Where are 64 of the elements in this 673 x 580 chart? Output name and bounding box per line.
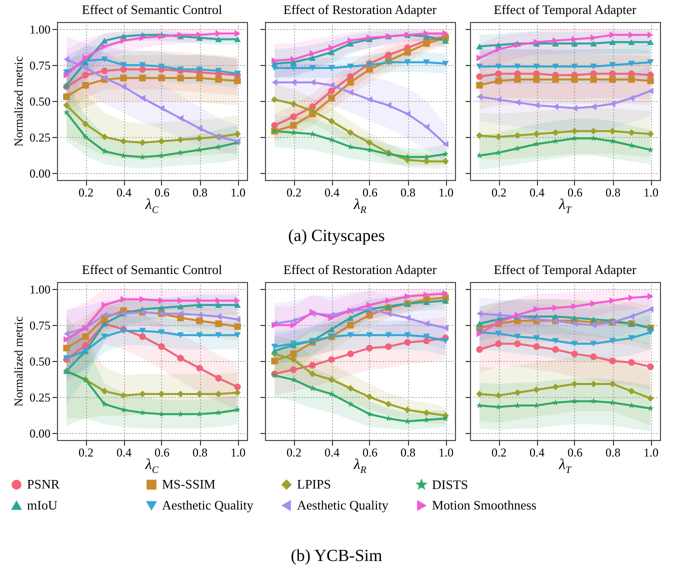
x-axis-title: λ$_{T}$ — [558, 457, 572, 476]
x-tick-label: 1.0 — [644, 446, 658, 460]
legend-label: PSNR — [27, 476, 60, 492]
x-axis-title: λ$_{R}$ — [354, 457, 366, 476]
y-axis-title: Normalized metric — [12, 56, 26, 147]
x-tick-label: 1.0 — [438, 186, 454, 200]
x-tick-label: 0.2 — [286, 186, 302, 200]
y-tick-label: 0.00 — [30, 426, 50, 440]
x-tick-label: 0.4 — [116, 446, 132, 460]
legend-label: mIoU — [27, 498, 58, 512]
x-axis-title: λ$_{T}$ — [558, 197, 572, 216]
text: (a) Cityscapes — [287, 226, 386, 246]
x-tick-label: 0.2 — [78, 446, 94, 460]
x-axis-title: λ$_{C}$ — [145, 457, 159, 476]
x-tick-label: 1.0 — [438, 446, 454, 460]
x-tick-label: 0.4 — [530, 446, 544, 460]
y-tick-label: 0.50 — [30, 94, 50, 108]
text: (b) YCB-Sim — [290, 546, 384, 566]
chart-title: Effect of Restoration Adapter — [283, 262, 438, 277]
legend-label: MS-SSIM — [162, 476, 216, 492]
chart-title: Effect of Temporal Adapter — [494, 262, 637, 277]
x-tick-label: 0.6 — [568, 446, 582, 460]
y-tick-label: 0.50 — [30, 354, 50, 368]
y-tick-label: 0.75 — [30, 318, 50, 333]
legend-label: Aesthetic Quality — [162, 498, 254, 512]
chart-title: Effect of Semantic Control — [82, 262, 222, 277]
x-tick-label: 0.8 — [192, 446, 208, 460]
x-tick-label: 0.6 — [362, 446, 378, 460]
y-tick-label: 0.25 — [30, 390, 50, 404]
x-tick-label: 1.0 — [644, 186, 658, 200]
x-tick-label: 1.0 — [230, 186, 246, 200]
x-axis-title: λ$_{R}$ — [354, 197, 366, 216]
y-tick-label: 1.00 — [30, 22, 50, 37]
y-tick-label: 0.75 — [30, 58, 50, 73]
x-tick-label: 0.6 — [154, 446, 170, 460]
x-tick-label: 0.4 — [530, 186, 544, 200]
x-tick-label: 0.8 — [400, 186, 416, 200]
chart-title: Effect of Semantic Control — [82, 2, 222, 17]
y-tick-label: 0.25 — [30, 130, 50, 144]
x-tick-label: 0.6 — [154, 186, 170, 200]
x-tick-label: 0.8 — [400, 446, 416, 460]
chart-title: Effect of Temporal Adapter — [494, 2, 637, 17]
x-tick-label: 0.8 — [606, 446, 620, 460]
x-tick-label: 1.0 — [230, 446, 246, 460]
x-tick-label: 0.2 — [492, 446, 506, 460]
x-tick-label: 0.4 — [116, 186, 132, 200]
y-tick-label: 0.00 — [30, 166, 50, 180]
x-tick-label: 0.4 — [324, 446, 340, 460]
x-tick-label: 0.2 — [78, 186, 94, 200]
legend-label: LPIPS — [297, 476, 331, 492]
legend-label: Aesthetic Quality — [297, 498, 389, 512]
x-tick-label: 0.4 — [324, 186, 340, 200]
x-tick-label: 0.6 — [568, 186, 582, 200]
x-axis-title: λ$_{C}$ — [145, 197, 159, 216]
y-axis-title: Normalized metric — [12, 316, 26, 407]
x-tick-label: 0.2 — [286, 446, 302, 460]
x-tick-label: 0.8 — [606, 186, 620, 200]
chart-title: Effect of Restoration Adapter — [283, 2, 438, 17]
y-tick-label: 1.00 — [30, 282, 50, 297]
x-tick-label: 0.2 — [492, 186, 506, 200]
legend-label: Motion Smoothness — [432, 498, 536, 512]
x-tick-label: 0.8 — [192, 186, 208, 200]
legend-label: DISTS — [432, 476, 468, 492]
x-tick-label: 0.6 — [362, 186, 378, 200]
